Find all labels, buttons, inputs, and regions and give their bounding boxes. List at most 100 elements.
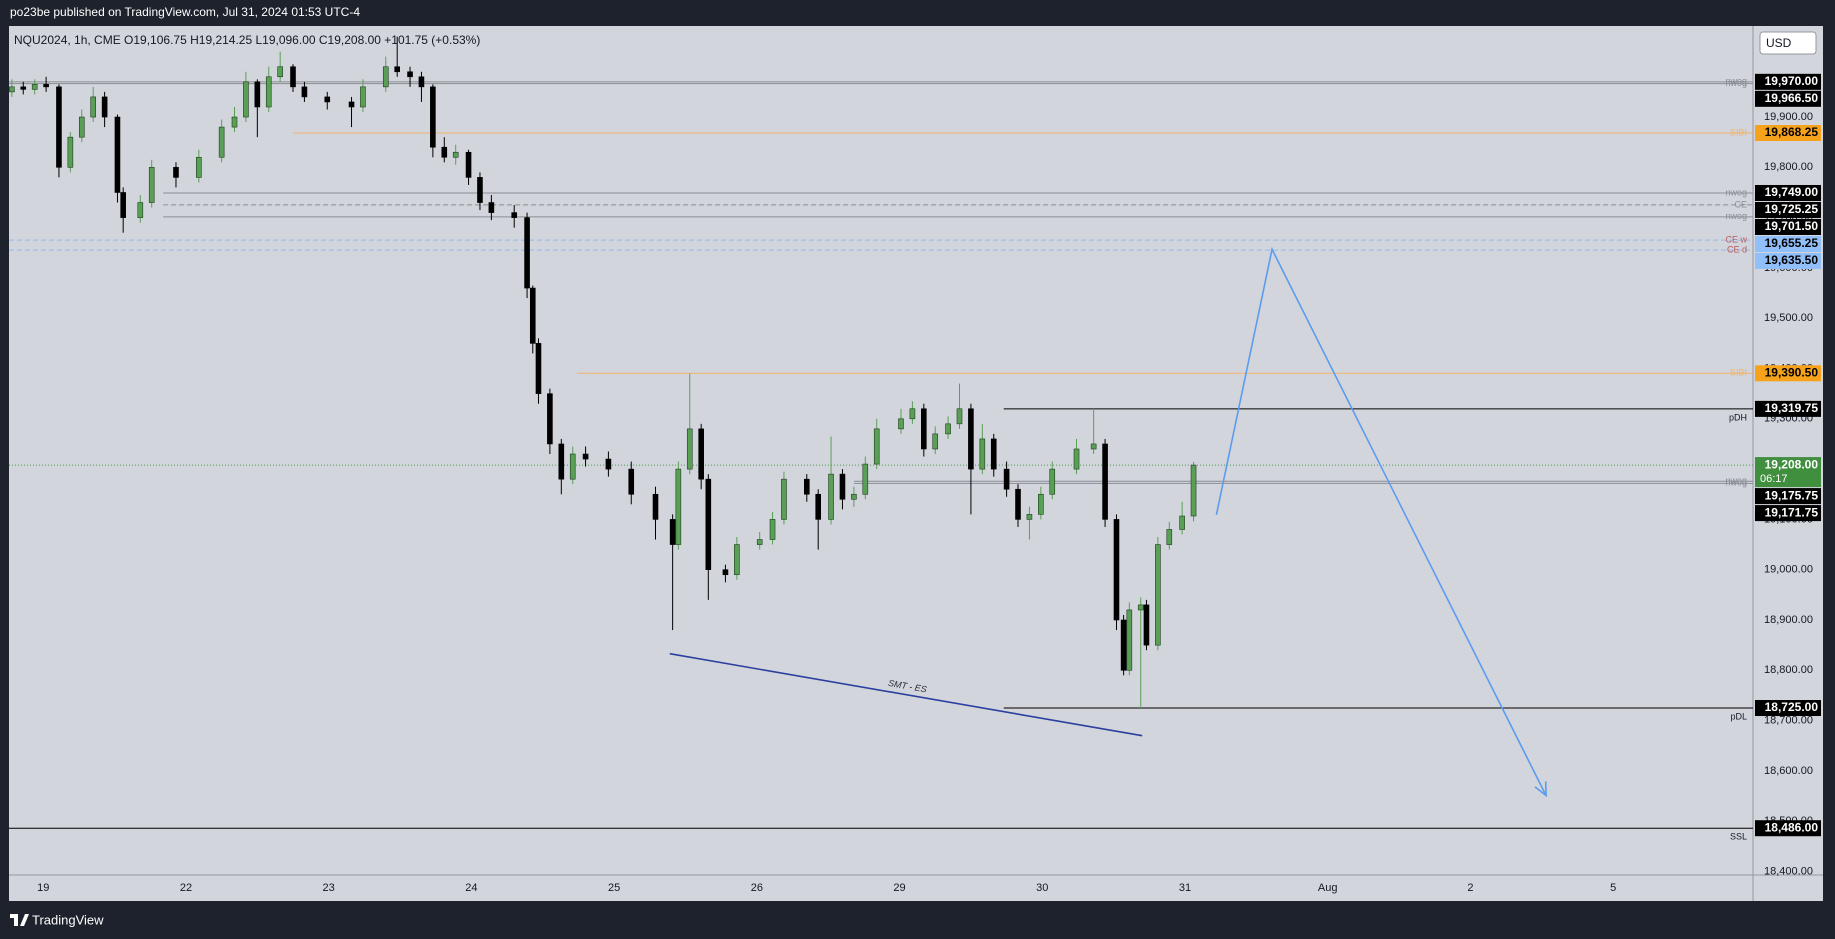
price-badge-label: 19,868.25 bbox=[1765, 125, 1819, 139]
countdown: 06:17 bbox=[1760, 473, 1788, 485]
level-label: CE w bbox=[1725, 235, 1747, 245]
candle-body bbox=[101, 96, 108, 118]
candle-body bbox=[851, 493, 857, 500]
candle-body bbox=[382, 66, 389, 88]
y-tick-label: 18,400.00 bbox=[1764, 865, 1813, 877]
y-tick-label: 19,800.00 bbox=[1764, 161, 1813, 173]
candle-body bbox=[1126, 609, 1133, 671]
candle-body bbox=[529, 287, 536, 344]
candle-body bbox=[290, 66, 296, 88]
candle-body bbox=[196, 156, 202, 178]
x-tick-label: 30 bbox=[1036, 882, 1048, 894]
arrow-head bbox=[1534, 781, 1547, 798]
candle-body bbox=[441, 146, 448, 158]
candle-body bbox=[430, 86, 436, 148]
candle-body bbox=[769, 519, 776, 540]
candle-body bbox=[873, 428, 880, 465]
candle-body bbox=[990, 438, 997, 470]
y-tick-label: 18,900.00 bbox=[1764, 614, 1813, 626]
candle-body bbox=[511, 212, 518, 218]
logo: TradingView bbox=[10, 912, 104, 927]
price-badge bbox=[1755, 218, 1821, 235]
candle-body bbox=[968, 408, 974, 470]
price-badge-label: 19,171.75 bbox=[1765, 505, 1819, 519]
drawing-line bbox=[669, 652, 1143, 737]
candle-body bbox=[1015, 488, 1021, 520]
candle-body bbox=[839, 473, 846, 500]
candle-body bbox=[1026, 514, 1033, 520]
candle-body bbox=[803, 478, 810, 495]
price-badge bbox=[1755, 400, 1821, 417]
candle-body bbox=[31, 84, 38, 90]
candle-body bbox=[1190, 464, 1197, 517]
candle-body bbox=[360, 86, 366, 108]
candle-body bbox=[394, 66, 400, 73]
candle-body bbox=[1143, 604, 1150, 646]
level-label: nwog bbox=[1725, 78, 1747, 88]
y-tick-label: 19,900.00 bbox=[1764, 111, 1813, 123]
candle-body bbox=[1049, 468, 1056, 495]
candle-body bbox=[1179, 515, 1185, 530]
x-tick-label: 24 bbox=[465, 882, 477, 894]
candle-body bbox=[67, 136, 74, 168]
chart-area bbox=[9, 26, 1753, 901]
price-badge-label: 19,208.00 bbox=[1765, 457, 1819, 471]
candle-body bbox=[265, 76, 272, 108]
candle-body bbox=[781, 478, 787, 520]
candle-body bbox=[418, 76, 425, 88]
candle-body bbox=[628, 468, 635, 495]
candle-body bbox=[231, 116, 238, 128]
candle-body bbox=[452, 151, 459, 158]
candle-body bbox=[558, 443, 565, 480]
y-tick-label: 19,500.00 bbox=[1764, 312, 1813, 324]
level-label: nwog bbox=[1725, 187, 1747, 197]
candle-body bbox=[828, 473, 834, 520]
candle-body bbox=[407, 71, 413, 78]
candle-body bbox=[120, 192, 126, 218]
y-tick-label: 18,600.00 bbox=[1764, 765, 1813, 777]
level-label: nwog bbox=[1725, 478, 1747, 488]
candle-body bbox=[218, 126, 225, 158]
currency: USD bbox=[1766, 36, 1792, 50]
candle-body bbox=[734, 544, 740, 576]
candle-body bbox=[547, 393, 553, 445]
candle-body bbox=[582, 453, 589, 460]
price-badge bbox=[1755, 125, 1821, 142]
logo-icon bbox=[10, 914, 29, 926]
price-badge bbox=[1755, 488, 1821, 505]
candle-body bbox=[148, 167, 155, 203]
candle-body bbox=[78, 116, 85, 138]
price-badge-label: 19,319.75 bbox=[1765, 401, 1819, 415]
candle-body bbox=[932, 433, 939, 450]
price-badge-label: 18,486.00 bbox=[1765, 820, 1819, 834]
currency-box[interactable] bbox=[1759, 31, 1817, 55]
price-badge-label: 19,966.50 bbox=[1765, 91, 1819, 105]
candle-body bbox=[945, 423, 951, 435]
candle-body bbox=[535, 343, 542, 394]
candle-body bbox=[20, 86, 27, 90]
price-badge-label: 19,749.00 bbox=[1765, 185, 1819, 199]
y-tick-label: 19,000.00 bbox=[1764, 564, 1813, 576]
candle-body bbox=[1113, 519, 1120, 621]
x-tick-label: 23 bbox=[323, 882, 335, 894]
price-badge bbox=[1755, 201, 1821, 218]
candle-body bbox=[956, 408, 963, 425]
candle-body bbox=[9, 86, 15, 93]
candle-body bbox=[652, 493, 659, 520]
candle-body bbox=[686, 428, 693, 470]
y-tick-label: 18,700.00 bbox=[1764, 714, 1813, 726]
price-badge-label: 19,655.25 bbox=[1765, 236, 1819, 250]
candle-body bbox=[1166, 529, 1173, 545]
candle-body bbox=[1155, 544, 1161, 646]
candle-body bbox=[173, 167, 179, 178]
price-badge bbox=[1755, 73, 1821, 90]
candle-body bbox=[1102, 443, 1108, 520]
level-label: nwog bbox=[1725, 476, 1747, 486]
candle-body bbox=[862, 463, 869, 495]
drawing-line bbox=[1215, 246, 1547, 796]
price-badge-label: 18,725.00 bbox=[1765, 700, 1819, 714]
price-badge-label: 19,635.50 bbox=[1765, 253, 1819, 267]
price-badge-label: 19,175.75 bbox=[1765, 488, 1819, 502]
x-tick-label: 2 bbox=[1467, 882, 1473, 894]
